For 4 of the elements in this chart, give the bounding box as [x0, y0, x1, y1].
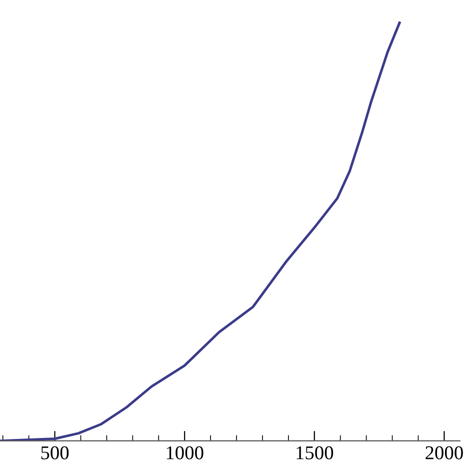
x-tick-label: 500	[41, 446, 69, 460]
x-tick-label: 1000	[166, 446, 204, 460]
x-tick-label: 1500	[296, 446, 334, 460]
x-tick-label: 2000	[426, 446, 463, 460]
